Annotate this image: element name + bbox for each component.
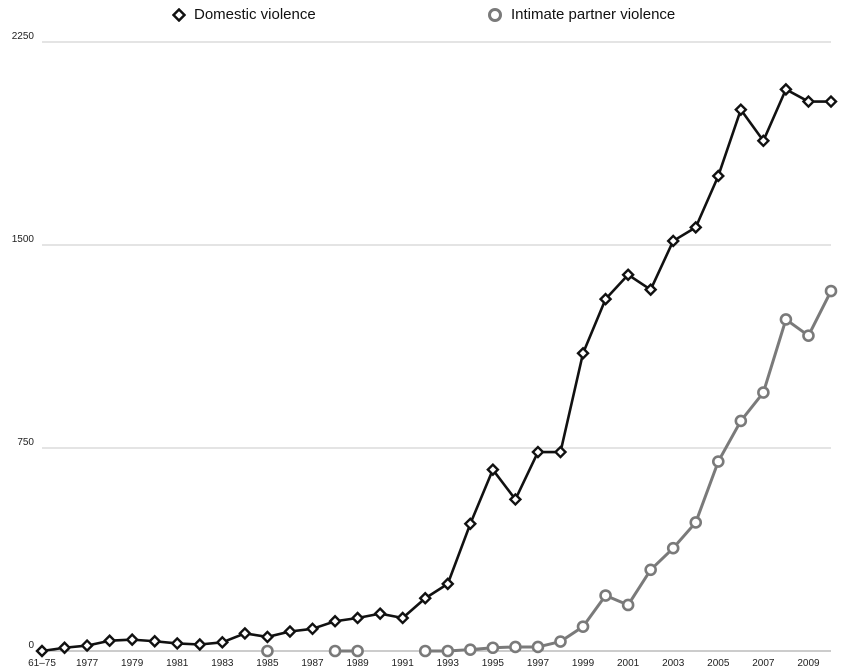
legend-item-domestic[interactable]: Domestic violence: [172, 6, 316, 23]
point-intimate-1996: [509, 640, 522, 654]
x-tick-label-1985: 1985: [256, 658, 279, 669]
point-domestic-1981: [170, 636, 184, 651]
point-intimate-2010: [824, 284, 838, 298]
point-intimate-1988: [328, 644, 342, 658]
point-intimate-2003: [666, 541, 680, 555]
series-line-domestic-0: [41, 88, 831, 653]
point-domestic-1994: [463, 517, 478, 531]
point-domestic-2010: [824, 94, 838, 109]
point-domestic-1976: [57, 641, 72, 655]
point-domestic-1991: [395, 611, 410, 625]
x-tick-label-1989: 1989: [346, 658, 369, 669]
point-domestic-1999: [576, 346, 590, 360]
series-line-intimate-2: [425, 290, 833, 653]
point-intimate-1994: [464, 643, 477, 656]
point-domestic-2007: [756, 134, 771, 148]
point-domestic-1982: [193, 637, 207, 652]
point-domestic-1977: [80, 638, 94, 653]
x-tick-label-2009: 2009: [797, 658, 820, 669]
x-tick-label-2005: 2005: [707, 658, 730, 669]
x-tick-label-1981: 1981: [166, 658, 189, 669]
point-domestic-2002: [643, 282, 658, 297]
point-domestic-1988: [328, 614, 342, 628]
point-domestic-1985: [260, 630, 275, 644]
point-intimate-2008: [779, 313, 793, 326]
point-intimate-2001: [621, 598, 635, 612]
point-domestic-2004: [689, 220, 703, 235]
x-tick-label-1977: 1977: [76, 658, 99, 669]
point-intimate-1995: [486, 641, 500, 655]
point-intimate-2006: [734, 414, 748, 428]
point-domestic-2005: [711, 169, 725, 183]
point-domestic-2003: [666, 234, 680, 248]
x-tick-label-1991: 1991: [392, 658, 415, 669]
point-domestic-1998: [553, 445, 568, 459]
x-tick-label-2003: 2003: [662, 658, 685, 669]
x-tick-label-2007: 2007: [752, 658, 775, 669]
point-intimate-2009: [802, 329, 815, 342]
point-domestic-2009: [801, 94, 816, 109]
point-domestic-1995: [486, 462, 500, 477]
legend-label-domestic: Domestic violence: [194, 6, 316, 23]
x-tick-label-1995: 1995: [482, 658, 505, 669]
point-intimate-2000: [599, 589, 612, 602]
x-tick-label-61–75: 61–75: [28, 658, 56, 669]
x-tick-label-1997: 1997: [527, 658, 550, 669]
point-domestic-1983: [215, 635, 230, 650]
point-intimate-1992: [418, 644, 432, 658]
x-tick-label-1979: 1979: [121, 658, 144, 669]
point-domestic-1996: [508, 492, 523, 507]
point-domestic-61–75: [35, 644, 49, 658]
diamond-marker-icon: [172, 7, 186, 22]
point-domestic-1997: [531, 445, 545, 459]
point-domestic-1979: [125, 632, 139, 647]
point-domestic-1986: [283, 624, 297, 639]
point-intimate-2007: [757, 386, 770, 399]
point-intimate-1997: [531, 640, 545, 654]
point-intimate-2004: [689, 516, 703, 529]
circle-marker-icon: [488, 7, 502, 22]
point-intimate-2002: [644, 563, 657, 577]
point-domestic-2006: [734, 102, 748, 117]
point-domestic-1984: [238, 626, 252, 641]
point-intimate-2005: [711, 455, 725, 468]
legend-item-intimate[interactable]: Intimate partner violence: [487, 6, 675, 23]
point-intimate-1998: [554, 635, 567, 648]
y-tick-label-2250: 2250: [12, 31, 35, 42]
legend-label-intimate: Intimate partner violence: [511, 6, 676, 23]
point-domestic-1987: [305, 622, 320, 636]
point-intimate-1993: [441, 644, 455, 658]
point-domestic-1990: [373, 606, 387, 621]
point-domestic-1989: [350, 611, 365, 625]
point-domestic-1978: [102, 634, 117, 648]
x-tick-label-1993: 1993: [437, 658, 460, 669]
point-domestic-1980: [148, 634, 162, 648]
y-tick-label-0: 0: [28, 640, 34, 651]
point-domestic-2008: [779, 82, 793, 97]
point-domestic-1993: [441, 577, 455, 591]
point-intimate-1985: [261, 644, 274, 658]
point-domestic-2001: [621, 268, 635, 282]
x-tick-label-1983: 1983: [211, 658, 234, 669]
x-tick-label-2001: 2001: [617, 658, 640, 669]
x-tick-label-1999: 1999: [572, 658, 595, 669]
y-tick-label-1500: 1500: [12, 234, 35, 245]
x-tick-label-1987: 1987: [301, 658, 324, 669]
legend: Domestic violence Intimate partner viole…: [0, 6, 850, 28]
y-tick-label-750: 750: [17, 437, 34, 448]
point-intimate-1999: [576, 620, 590, 633]
point-domestic-2000: [598, 292, 613, 306]
point-domestic-1992: [418, 591, 432, 605]
point-intimate-1989: [351, 644, 364, 658]
